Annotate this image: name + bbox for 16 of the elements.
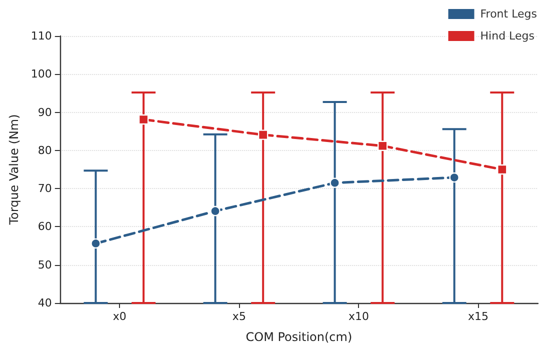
x-axis-title: COM Position(cm) — [246, 330, 352, 344]
legend-label: Front Legs — [480, 8, 538, 20]
y-tick-label: 80 — [38, 144, 52, 157]
x-tick-label: x10 — [348, 310, 369, 323]
y-tick-label: 40 — [38, 296, 52, 310]
y-tick-label: 110 — [30, 30, 52, 42]
y-tick-label: 70 — [38, 182, 52, 196]
y-axis-title: Torque Value (Nm) — [7, 114, 21, 226]
x-tick-label: x0 — [112, 310, 126, 323]
y-tick-label: 90 — [38, 106, 52, 119]
y-tick-label: 50 — [38, 258, 52, 272]
x-tick-label: x15 — [468, 310, 488, 323]
y-tick-label: 60 — [38, 220, 52, 234]
x-tick-label: x5 — [232, 310, 246, 323]
y-tick-label: 100 — [30, 68, 52, 81]
legend-label: Hind Legs — [480, 30, 535, 42]
